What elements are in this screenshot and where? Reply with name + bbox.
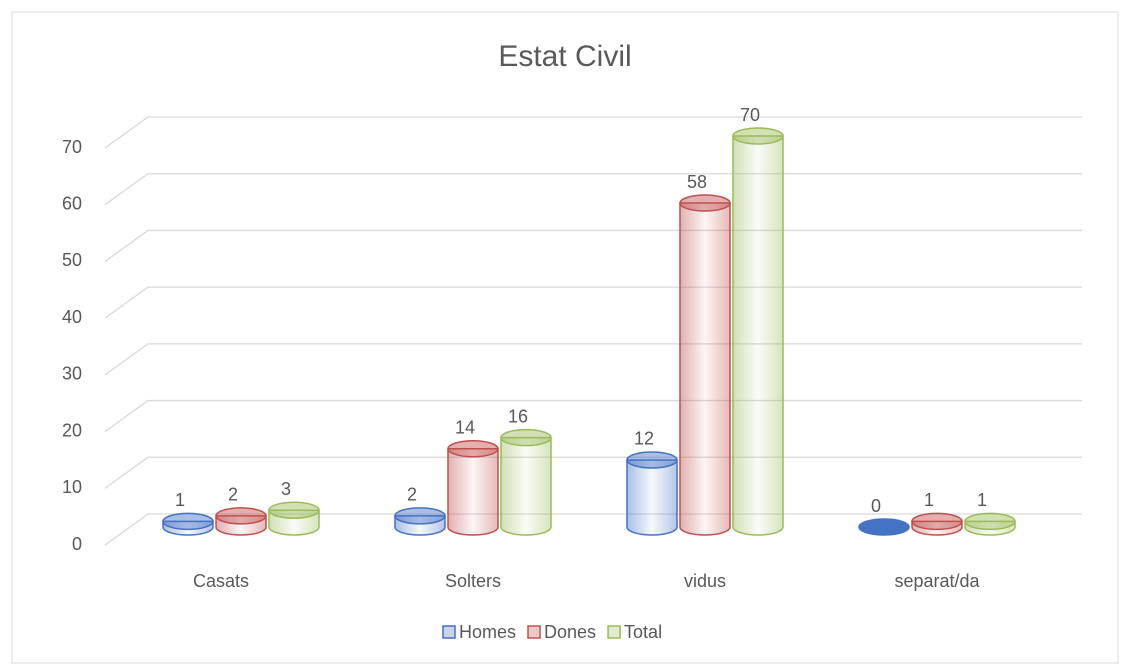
value-label: 70	[740, 105, 760, 125]
bar	[626, 451, 678, 536]
legend-label: Homes	[459, 622, 516, 642]
bar-top	[162, 512, 214, 531]
bar	[679, 194, 731, 536]
bar-top	[268, 501, 320, 519]
x-tick-label: Casats	[193, 571, 249, 591]
bar	[858, 518, 910, 536]
legend-swatch	[527, 625, 541, 639]
bar-top	[679, 194, 731, 212]
bar-body	[679, 202, 731, 536]
bar	[162, 512, 214, 536]
bar-top	[394, 507, 446, 525]
y-tick-label: 60	[62, 193, 82, 213]
bar	[732, 127, 784, 536]
bar	[500, 428, 552, 536]
value-label: 2	[228, 485, 238, 505]
value-label: 14	[455, 418, 475, 438]
x-tick-label: separat/da	[894, 571, 980, 591]
bar	[911, 512, 963, 536]
x-tick-label: Solters	[445, 571, 501, 591]
bar	[964, 512, 1016, 536]
value-label: 12	[634, 429, 654, 449]
value-label: 3	[281, 479, 291, 499]
bar-body	[447, 448, 499, 536]
value-label: 58	[687, 172, 707, 192]
chart-title: Estat Civil	[498, 40, 631, 73]
grid-line	[104, 116, 1082, 149]
bar-top	[626, 451, 678, 469]
value-label: 0	[871, 496, 881, 516]
x-tick-label: vidus	[684, 571, 726, 591]
value-label: 2	[407, 485, 417, 505]
bar-top	[447, 440, 499, 458]
bar-top	[964, 512, 1016, 531]
legend-swatch	[607, 625, 621, 639]
bar-body	[964, 520, 1016, 536]
legend-label: Total	[624, 622, 662, 642]
bar-body	[911, 520, 963, 536]
bar-top	[858, 518, 910, 536]
bar-body	[394, 515, 446, 536]
y-tick-label: 50	[62, 250, 82, 270]
y-tick-label: 20	[62, 420, 82, 440]
bar-body	[162, 520, 214, 536]
value-label: 1	[924, 490, 934, 510]
chart-frame	[11, 11, 1119, 664]
value-label: 1	[977, 490, 987, 510]
bar-body	[500, 436, 552, 536]
y-tick-label: 70	[62, 137, 82, 157]
bar	[215, 507, 267, 536]
bar-body	[626, 459, 678, 536]
y-tick-label: 0	[72, 534, 82, 554]
bar-body	[732, 135, 784, 536]
bar	[394, 507, 446, 536]
y-tick-label: 30	[62, 364, 82, 384]
bar-body	[268, 509, 320, 536]
bar-top	[732, 127, 784, 145]
legend-swatch	[442, 625, 456, 639]
y-tick-label: 10	[62, 477, 82, 497]
legend-label: Dones	[544, 622, 596, 642]
bar-body	[215, 515, 267, 536]
bar-top	[215, 507, 267, 525]
bar-top	[500, 428, 552, 447]
y-tick-label: 40	[62, 307, 82, 327]
bar-top	[911, 512, 963, 531]
bar	[268, 501, 320, 536]
bar	[447, 440, 499, 536]
value-label: 1	[175, 490, 185, 510]
value-label: 16	[508, 406, 528, 426]
